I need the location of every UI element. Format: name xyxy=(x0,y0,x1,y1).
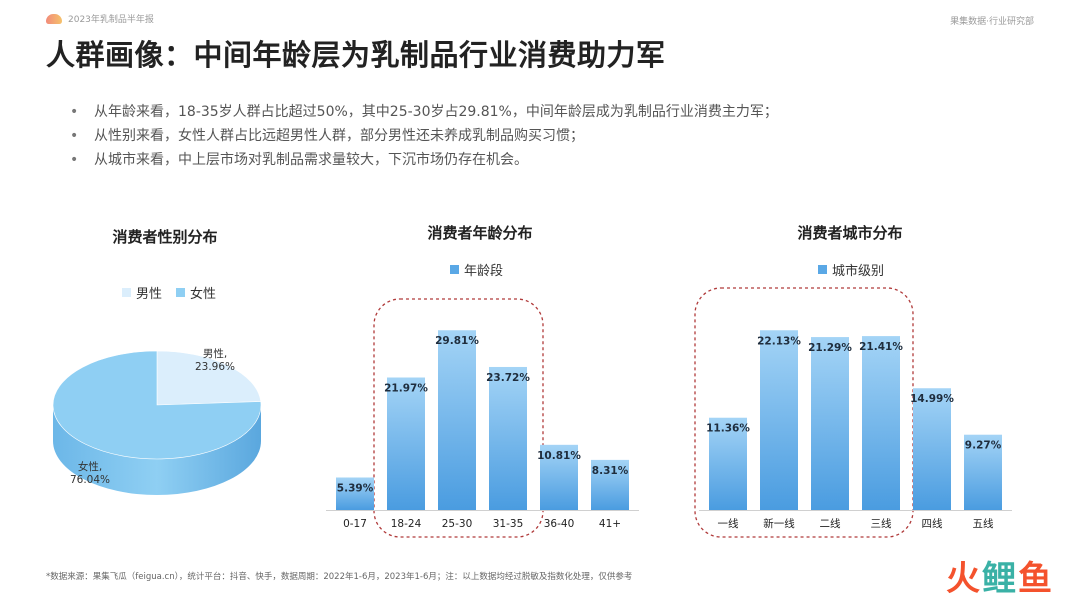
bar xyxy=(709,417,747,510)
report-header: 2023年乳制品半年报 xyxy=(46,12,154,25)
bar xyxy=(811,337,849,510)
page-title: 人群画像：中间年龄层为乳制品行业消费助力军 xyxy=(46,38,666,72)
data-source-note: *数据来源：果集飞瓜（feigua.cn），统计平台：抖音、快手，数据周期：20… xyxy=(46,572,633,582)
legend-item-male: 男性 xyxy=(122,283,162,302)
x-tick-label: 41+ xyxy=(599,518,621,530)
x-tick-label: 31-35 xyxy=(493,518,524,530)
city-legend: 城市级别 xyxy=(818,260,884,279)
legend-label-city: 城市级别 xyxy=(832,264,885,279)
report-name: 2023年乳制品半年报 xyxy=(68,15,154,25)
bar xyxy=(540,444,578,510)
legend-label-female: 女性 xyxy=(190,287,217,302)
legend-label-age: 年龄段 xyxy=(464,264,504,279)
bar xyxy=(591,459,629,510)
bar-value-label: 22.13% xyxy=(757,335,801,347)
watermark-logo: 火 鲤 鱼 xyxy=(946,560,1052,598)
pie-side xyxy=(53,405,261,495)
bar-value-label: 21.97% xyxy=(384,383,428,395)
age-legend: 年龄段 xyxy=(450,260,503,279)
bar xyxy=(489,366,527,510)
legend-swatch-male xyxy=(122,288,131,297)
x-tick-label: 五线 xyxy=(973,517,994,530)
legend-swatch-city xyxy=(818,265,827,274)
gender-pie: 男性, 23.96% 女性, 76.04% xyxy=(52,347,262,495)
watermark-char: 鱼 xyxy=(1018,559,1052,599)
insight-item: 从城市来看，中上层市场对乳制品需求量较大，下沉市场仍存在机会。 xyxy=(70,148,1030,172)
legend-swatch-age xyxy=(450,265,459,274)
city-chart-title: 消费者城市分布 xyxy=(797,224,903,242)
bar-value-label: 9.27% xyxy=(965,440,1002,452)
org-name: 果集数据·行业研究部 xyxy=(950,17,1034,27)
bar xyxy=(862,336,900,510)
bar-value-label: 10.81% xyxy=(537,450,581,462)
x-tick-label: 18-24 xyxy=(391,518,422,530)
legend-swatch-female xyxy=(176,288,186,297)
bar xyxy=(964,434,1002,510)
bar-value-label: 21.41% xyxy=(859,341,903,353)
x-tick-label: 25-30 xyxy=(442,518,473,530)
insight-item: 从年龄来看，18-35岁人群占比超过50%，其中25-30岁占29.81%，中间… xyxy=(70,100,1030,124)
bar xyxy=(438,330,476,510)
brand-logo-icon xyxy=(46,13,62,24)
watermark-char: 火 xyxy=(946,559,980,599)
x-tick-label: 三线 xyxy=(871,517,892,530)
city-bar-chart: 11.36% 一线 22.13% 新一线 21.29% 二线 21.41% 三线 14.99% 四… xyxy=(694,287,1012,538)
pie-slice-female xyxy=(52,350,262,460)
age-chart-title: 消费者年龄分布 xyxy=(427,224,533,242)
pie-data-label: 男性, 23.96% xyxy=(195,347,235,373)
x-tick-label: 四线 xyxy=(922,517,943,530)
bar-value-label: 29.81% xyxy=(435,335,479,347)
bar-value-label: 8.31% xyxy=(592,465,629,477)
insight-list: 从年龄来看，18-35岁人群占比超过50%，其中25-30岁占29.81%，中间… xyxy=(70,100,1030,172)
legend-item-age: 年龄段 xyxy=(450,260,503,279)
watermark-char: 鲤 xyxy=(982,559,1016,599)
age-bar-chart: 5.39% 0-17 21.97% 18-24 29.81% 25-30 23.72% 31-… xyxy=(326,298,639,538)
x-tick-label: 新一线 xyxy=(763,517,795,530)
x-tick-label: 0-17 xyxy=(343,518,367,530)
insight-item: 从性别来看，女性人群占比远超男性人群，部分男性还未养成乳制品购买习惯； xyxy=(70,124,1030,148)
bar-value-label: 14.99% xyxy=(910,393,954,405)
legend-item-city: 城市级别 xyxy=(818,260,884,279)
x-tick-label: 二线 xyxy=(820,517,841,530)
gender-chart-title: 消费者性别分布 xyxy=(112,228,218,246)
bar xyxy=(387,377,425,510)
pie-data-label: 女性, 76.04% xyxy=(70,460,110,486)
bar-value-label: 23.72% xyxy=(486,372,530,384)
bar xyxy=(336,477,374,510)
x-tick-label: 一线 xyxy=(718,517,739,530)
bar xyxy=(760,330,798,510)
legend-label-male: 男性 xyxy=(136,287,163,302)
bar xyxy=(913,388,951,510)
bar-value-label: 11.36% xyxy=(706,423,750,435)
legend-item-female: 女性 xyxy=(176,283,216,302)
pie-slice-male xyxy=(156,350,262,406)
gender-legend: 男性 女性 xyxy=(122,283,216,302)
bar-value-label: 21.29% xyxy=(808,342,852,354)
bar-value-label: 5.39% xyxy=(337,482,374,494)
x-tick-label: 36-40 xyxy=(544,518,575,530)
